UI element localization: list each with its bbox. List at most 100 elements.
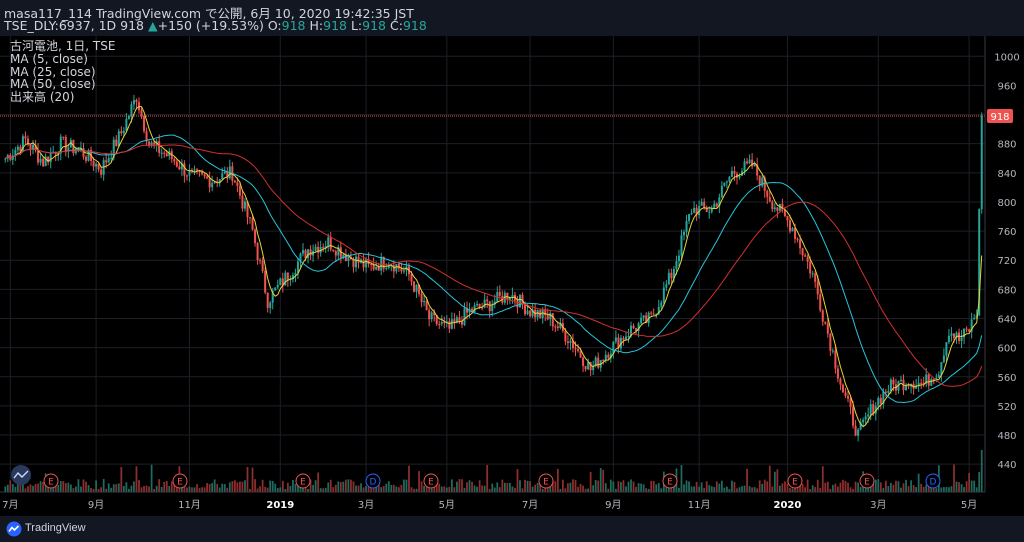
time-tick-label: 9月 — [88, 499, 104, 511]
legend-volume[interactable]: 出来高 (20) — [10, 90, 75, 105]
candle-body — [945, 342, 948, 356]
volume-bar — [276, 488, 279, 492]
candle-body — [799, 239, 802, 249]
volume-bar — [925, 484, 928, 492]
volume-bar — [963, 487, 965, 492]
volume-bar — [746, 468, 748, 492]
volume-bar — [884, 480, 887, 492]
candle-body — [276, 284, 279, 288]
price-tick-label: 760 — [997, 227, 1016, 238]
volume-bar — [811, 485, 814, 492]
volume-bar — [627, 481, 630, 492]
volume-bar — [228, 482, 231, 492]
volume-bar — [128, 488, 130, 492]
candle-body — [458, 317, 461, 322]
candle-body — [725, 181, 728, 183]
volume-bar — [140, 487, 143, 492]
volume-bar — [170, 481, 173, 492]
candle-body — [259, 260, 262, 262]
candle-body — [667, 272, 670, 285]
candle-body — [960, 337, 963, 341]
candle-body — [261, 260, 264, 271]
legend-ma50[interactable]: MA (50, close) — [10, 77, 96, 92]
volume-bar — [57, 484, 60, 492]
volume-bar — [203, 487, 206, 492]
candle-body — [160, 152, 163, 154]
volume-bar — [92, 488, 95, 492]
volume-bar — [731, 480, 733, 492]
price-axis: 440 480 520 560 600 640 680 720 760 800 840 880 960 1… — [984, 36, 1020, 492]
candle-body — [604, 354, 607, 361]
candle-body — [718, 197, 721, 207]
candle-body — [978, 209, 981, 316]
candle-body — [846, 395, 850, 399]
candle-body — [690, 212, 693, 215]
candle-body — [872, 404, 875, 414]
time-tick-label: 2019 — [266, 500, 294, 511]
candle-body — [602, 360, 605, 362]
volume-bar — [117, 483, 120, 492]
candle-body — [589, 361, 592, 371]
candle-body — [486, 299, 489, 302]
candle-body — [29, 144, 32, 150]
volume-bar — [64, 483, 67, 492]
ma50-line — [5, 144, 983, 387]
volume-bar — [438, 483, 441, 492]
legend-title[interactable]: 古河電池, 1日, TSE — [10, 39, 116, 53]
candle-body — [695, 207, 698, 216]
candle-body — [163, 152, 166, 154]
legend-ma5[interactable]: MA (5, close) — [10, 51, 88, 66]
candle-body — [249, 217, 252, 219]
volume-bar — [844, 480, 847, 492]
volume-bar — [842, 479, 844, 492]
event-marker-label: E — [543, 478, 549, 488]
price-tick-label: 560 — [997, 373, 1016, 384]
candle-body — [173, 159, 176, 162]
candle-body — [435, 315, 438, 324]
candle-body — [677, 255, 680, 262]
candle-body — [950, 333, 953, 336]
volume-bar — [226, 487, 229, 492]
price-chart[interactable]: 440 480 520 560 600 640 680 720 760 800 840 880 960 1… — [0, 36, 1024, 516]
candle-body — [925, 374, 928, 384]
candle-body — [672, 268, 675, 279]
legend-ma25[interactable]: MA (25, close) — [10, 64, 96, 79]
event-marker-icon — [662, 473, 678, 489]
volume-bar — [683, 484, 685, 492]
candle-body — [955, 332, 958, 338]
candle-body — [188, 169, 191, 176]
volume-bar — [400, 484, 403, 492]
volume-bar — [539, 481, 542, 492]
volume-bar — [902, 483, 905, 492]
candle-body — [478, 303, 481, 308]
volume-bar — [425, 482, 428, 492]
volume-bar — [579, 483, 582, 492]
publish-line: masa117_114 TradingView.com で公開, 6月 10, … — [4, 6, 414, 21]
volume-bar — [801, 483, 804, 492]
volume-bar — [698, 486, 701, 492]
candle-body — [347, 256, 350, 262]
volume-bar — [882, 487, 885, 492]
publish-info: masa117_114 TradingView.com で公開, 6月 10, … — [4, 3, 414, 22]
volume-bar — [32, 485, 34, 492]
volume-bar — [360, 483, 362, 492]
ohlc-high-label: H: — [309, 18, 324, 33]
candle-body — [120, 131, 123, 134]
candle-body — [584, 366, 587, 370]
event-marker-label: E — [48, 478, 54, 488]
candle-body — [82, 148, 85, 157]
volume-bar — [183, 484, 186, 492]
footer-brand[interactable]: TradingView — [25, 522, 86, 534]
volume-bar — [410, 487, 413, 492]
volume-bar — [236, 482, 239, 492]
candle-body — [473, 305, 476, 313]
candle-body — [476, 303, 479, 306]
candle-body — [445, 321, 448, 323]
volume-bar — [433, 484, 436, 492]
candle-body — [344, 254, 347, 262]
volume-bar — [685, 480, 688, 492]
candle-body — [776, 207, 779, 211]
volume-bar — [577, 486, 579, 492]
volume-bar — [307, 488, 309, 492]
volume-bar — [781, 483, 784, 492]
